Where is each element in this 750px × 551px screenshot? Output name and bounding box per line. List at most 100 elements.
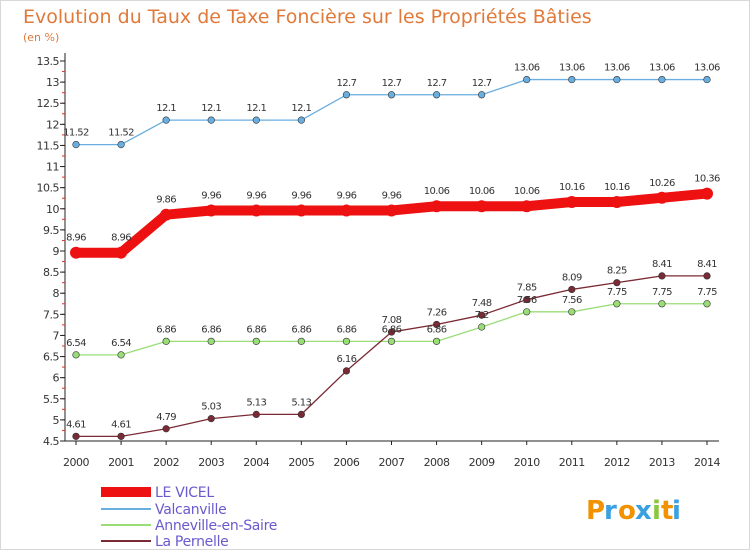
x-tick-label: 2001 [108, 456, 134, 469]
data-label-3-7: 7.08 [382, 315, 402, 326]
y-tick-label: 10.5 [37, 182, 60, 195]
data-label-0-3: 9.96 [201, 190, 221, 201]
point-2-7 [387, 337, 396, 345]
point-1-5 [297, 116, 305, 124]
y-tick-label: 6.5 [43, 351, 59, 364]
data-label-3-0: 4.61 [66, 419, 86, 430]
data-label-3-8: 7.26 [427, 307, 447, 318]
point-1-3 [207, 116, 215, 124]
legend-label-3: La Pernelle [155, 534, 228, 550]
y-tick-label: 10 [46, 203, 59, 216]
point-3-13 [658, 272, 666, 280]
data-label-2-8: 6.86 [427, 324, 447, 335]
y-tick-label: 12 [46, 118, 59, 131]
data-label-2-14: 7.75 [697, 287, 717, 298]
x-tick-label: 2011 [559, 456, 585, 469]
data-label-3-9: 7.48 [472, 298, 492, 309]
point-0-8 [430, 200, 443, 213]
point-3-9 [478, 311, 486, 319]
point-3-3 [207, 415, 215, 423]
point-0-11 [565, 196, 578, 209]
point-2-1 [117, 351, 125, 359]
data-label-1-12: 13.06 [604, 63, 630, 74]
point-2-3 [207, 337, 215, 345]
y-tick-label: 13 [46, 76, 59, 89]
point-1-9 [478, 91, 486, 99]
point-2-9 [478, 323, 486, 331]
data-label-0-13: 10.26 [649, 178, 675, 189]
data-label-3-6: 6.16 [336, 354, 356, 365]
point-0-1 [115, 246, 128, 259]
data-label-1-6: 12.7 [336, 78, 356, 89]
data-label-3-13: 8.41 [652, 259, 672, 270]
legend-label-1: Valcanville [155, 502, 226, 518]
x-tick-label: 2005 [288, 456, 314, 469]
y-axis-ticks: 4.5 5 5.5 6 6.5 7 7.5 8 8.5 9 9.5 10 10.5 11 11.5 12 12.… [37, 55, 65, 448]
data-label-0-5: 9.96 [291, 190, 311, 201]
point-2-0 [72, 351, 80, 359]
y-tick-label: 9.5 [43, 224, 59, 237]
point-1-6 [342, 91, 351, 99]
x-tick-label: 2003 [198, 456, 224, 469]
data-label-2-11: 7.56 [562, 295, 582, 306]
logo-letter-0: P [586, 496, 605, 526]
logo-letter-4: i [652, 496, 661, 526]
logo-letter-5: t [661, 496, 673, 526]
data-label-0-6: 9.96 [336, 190, 356, 201]
data-label-3-11: 8.09 [562, 272, 582, 283]
data-label-0-4: 9.96 [246, 190, 266, 201]
y-tick-label: 11.5 [37, 139, 60, 152]
point-1-2 [162, 116, 170, 124]
data-label-3-1: 4.61 [111, 419, 131, 430]
x-tick-label: 2007 [379, 456, 405, 469]
logo-letter-6: i [672, 496, 681, 526]
proxiti-logo: Pr o x i ti [586, 496, 681, 526]
data-label-2-10: 7.56 [517, 295, 537, 306]
legend-label-2: Anneville-en-Saire [155, 518, 277, 534]
data-label-1-9: 12.7 [472, 78, 492, 89]
data-label-2-4: 6.86 [246, 324, 266, 335]
y-tick-label: 4.5 [43, 435, 59, 448]
point-1-13 [658, 75, 666, 84]
series-lines [76, 78, 708, 438]
data-label-3-4: 5.13 [246, 397, 266, 408]
data-label-3-3: 5.03 [201, 402, 221, 413]
y-tick-label: 13.5 [37, 55, 60, 68]
x-tick-label: 2013 [649, 456, 675, 469]
x-tick-label: 2004 [243, 456, 269, 469]
series-points [70, 75, 713, 440]
data-label-0-12: 10.16 [604, 182, 630, 193]
y-tick-label: 7.5 [43, 308, 59, 321]
data-label-2-1: 6.54 [111, 338, 131, 349]
data-label-2-5: 6.86 [291, 324, 311, 335]
x-tick-label: 2014 [694, 456, 720, 469]
data-label-0-10: 10.06 [514, 186, 540, 197]
data-label-1-8: 12.7 [427, 78, 447, 89]
data-label-2-2: 6.86 [156, 324, 176, 335]
point-2-13 [658, 300, 666, 308]
point-0-4 [250, 204, 263, 217]
x-tick-label: 2006 [333, 456, 359, 469]
point-2-8 [432, 337, 441, 345]
data-label-0-14: 10.36 [694, 174, 720, 185]
point-0-7 [385, 204, 398, 217]
data-label-2-0: 6.54 [66, 338, 86, 349]
point-2-12 [613, 300, 621, 308]
logo-letter-1: r [604, 496, 617, 526]
data-label-2-9: 7.2 [475, 310, 489, 321]
point-2-4 [252, 337, 260, 345]
data-label-0-7: 9.96 [382, 190, 402, 201]
x-axis-ticks: 2000 2001 2002 2003 2004 2005 2006 2007 2008 2009… [63, 441, 721, 469]
point-2-6 [342, 337, 351, 345]
data-label-2-13: 7.75 [652, 287, 672, 298]
legend: LE VICELValcanvilleAnneville-en-SaireLa … [101, 485, 277, 550]
point-3-10 [523, 295, 531, 304]
data-label-3-12: 8.25 [607, 266, 627, 277]
data-label-1-2: 12.1 [156, 103, 176, 114]
point-0-10 [520, 200, 533, 213]
data-label-3-10: 7.85 [517, 283, 537, 294]
data-label-1-10: 13.06 [514, 63, 540, 74]
point-3-7 [387, 328, 396, 336]
point-3-0 [72, 432, 80, 440]
